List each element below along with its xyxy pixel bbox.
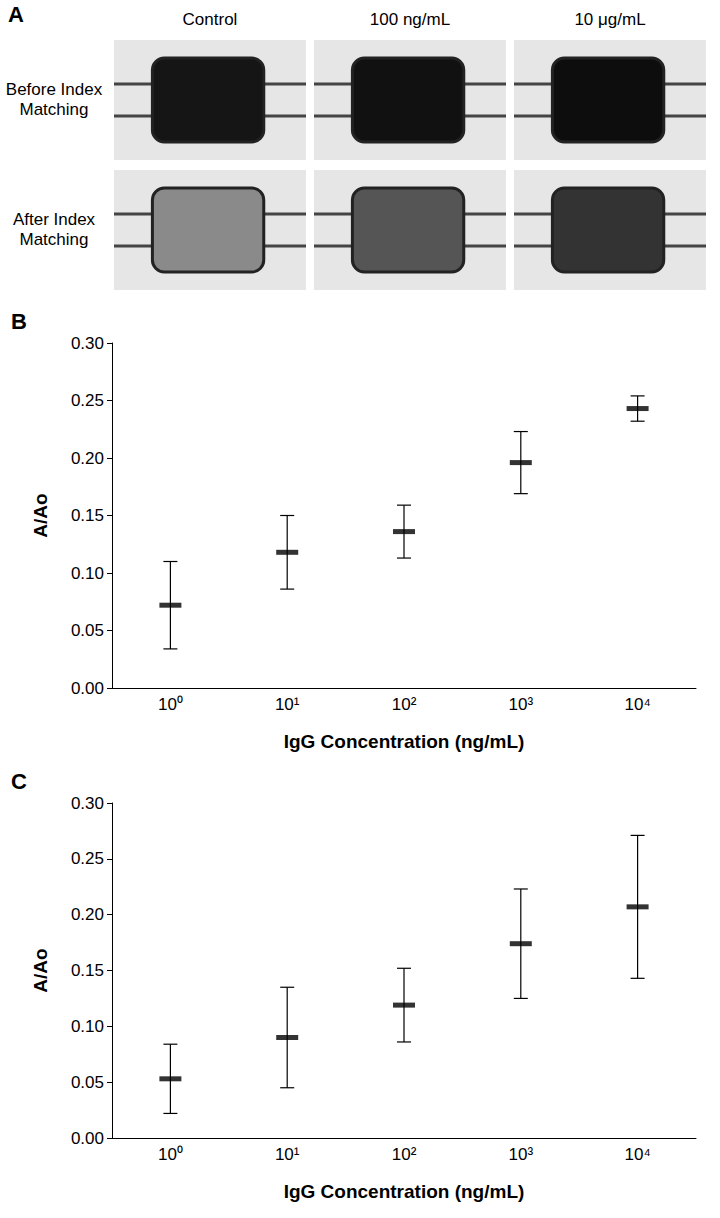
html-text:Control: Control bbox=[182, 10, 238, 29]
svg-text:0.25: 0.25 bbox=[71, 391, 104, 410]
html-text:A: A bbox=[8, 2, 24, 27]
svg-text:B: B bbox=[11, 309, 27, 334]
svg-text:10³: 10³ bbox=[509, 695, 534, 714]
svg-text:0.00: 0.00 bbox=[71, 1129, 104, 1148]
svg-text:0.20: 0.20 bbox=[71, 449, 104, 468]
svg-text:0.30: 0.30 bbox=[71, 794, 104, 813]
svg-text:IgG Concentration (ng/mL): IgG Concentration (ng/mL) bbox=[284, 1181, 525, 1202]
svg-text:10³: 10³ bbox=[509, 1145, 534, 1164]
svg-text:0.25: 0.25 bbox=[71, 849, 104, 868]
html-text:After Index Matching: After Index Matching bbox=[12, 209, 96, 249]
html-text:Before Index Matching: Before Index Matching bbox=[5, 79, 103, 119]
svg-text:10⁰: 10⁰ bbox=[158, 1145, 183, 1164]
svg-text:0.10: 0.10 bbox=[71, 1017, 104, 1036]
html-text:100 ng/mL: 100 ng/mL bbox=[369, 10, 451, 29]
svg-text:10¹: 10¹ bbox=[275, 1145, 300, 1164]
svg-text:0.15: 0.15 bbox=[71, 961, 104, 980]
svg-text:0.05: 0.05 bbox=[71, 1073, 104, 1092]
svg-text:0.20: 0.20 bbox=[71, 905, 104, 924]
svg-text:0.05: 0.05 bbox=[71, 621, 104, 640]
svg-text:10¹: 10¹ bbox=[275, 695, 300, 714]
svg-text:0.10: 0.10 bbox=[71, 564, 104, 583]
svg-text:10⁴: 10⁴ bbox=[624, 695, 650, 714]
svg-text:0.00: 0.00 bbox=[71, 679, 104, 698]
svg-text:10⁴: 10⁴ bbox=[624, 1145, 650, 1164]
svg-text:0.30: 0.30 bbox=[71, 334, 104, 353]
svg-text:0.15: 0.15 bbox=[71, 506, 104, 525]
svg-text:C: C bbox=[11, 769, 27, 794]
svg-text:10²: 10² bbox=[392, 1145, 417, 1164]
svg-text:10²: 10² bbox=[392, 695, 417, 714]
svg-text:A/Ao: A/Ao bbox=[30, 493, 51, 537]
svg-text:10⁰: 10⁰ bbox=[158, 695, 183, 714]
html-text:10 μg/mL: 10 μg/mL bbox=[574, 10, 646, 29]
svg-text:IgG Concentration (ng/mL): IgG Concentration (ng/mL) bbox=[284, 731, 525, 752]
svg-text:A/Ao: A/Ao bbox=[30, 948, 51, 992]
